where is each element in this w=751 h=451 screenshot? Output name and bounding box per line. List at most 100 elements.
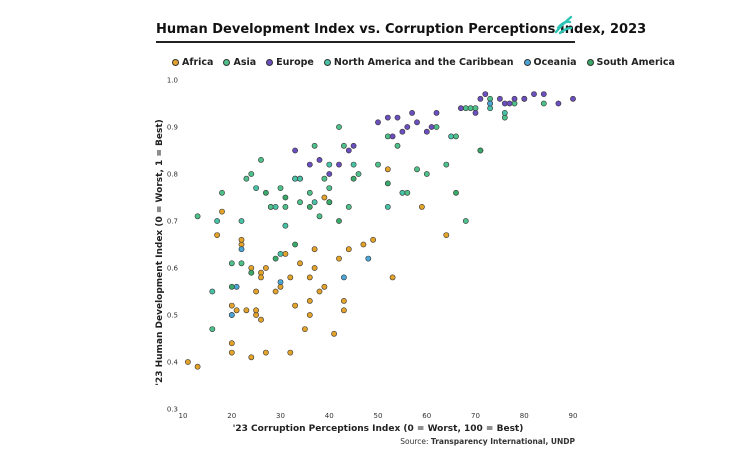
x-tick-label: 10 [179,412,188,420]
data-point [258,156,264,163]
y-tick-label: 0.8 [167,171,178,179]
data-point [384,114,391,121]
x-tick-label: 90 [569,412,578,420]
data-point [457,105,464,112]
legend-label: South America [596,57,675,68]
legend-swatch [172,59,179,66]
chart-title: Human Development Index vs. Corruption P… [156,22,647,37]
data-point [399,128,406,135]
data-point [331,330,337,337]
data-point [326,199,333,206]
data-point [282,203,289,210]
data-point [443,161,450,168]
y-tick-label: 0.6 [167,265,179,273]
data-point [394,142,401,149]
y-axis-label: '23 Human Development Index (0 = Worst, … [155,119,165,386]
data-point [336,218,342,224]
legend-item: Europe [266,57,314,68]
data-point [462,218,469,224]
chart-legend: Africa Asia Europe North America and the Ca… [172,57,675,68]
data-point [345,203,352,210]
data-point [433,110,440,116]
data-point [311,142,318,149]
data-point [311,199,318,206]
data-point [316,213,323,220]
data-point [443,232,450,238]
data-point [472,110,479,116]
x-tick-label: 30 [276,412,285,420]
y-tick-label: 0.7 [167,218,178,226]
y-tick-label: 0.3 [167,406,178,414]
data-point [350,142,357,149]
data-point [370,236,376,243]
x-tick-label: 40 [325,412,334,420]
data-point [272,203,279,210]
source-text: Transparency International, UNDP [430,437,575,446]
x-tick-label: 70 [471,412,480,420]
legend-label: Oceania [533,57,577,68]
data-point [453,189,459,196]
data-point [311,265,318,271]
data-point [404,189,411,196]
legend-item: North America and the Caribbean [323,57,514,68]
data-point [219,208,225,215]
data-point [282,222,289,229]
data-point [384,133,391,140]
legend-label: Africa [182,57,214,68]
data-point [501,110,508,116]
data-point [277,185,284,191]
data-point [496,95,503,102]
data-point [243,175,250,182]
data-point [418,203,425,210]
data-point [248,354,255,361]
data-point [414,166,420,173]
brand-logo-icon [554,15,573,35]
data-point [399,189,406,196]
data-point [287,274,294,281]
data-point [423,128,430,135]
data-point [214,232,220,238]
data-point [321,283,328,290]
data-point [404,124,411,130]
source-label: Source: [400,437,429,446]
data-point [194,213,201,220]
legend-item: Oceania [523,57,577,68]
x-tick-label: 50 [374,412,383,420]
source-note: Source: Transparency International, UNDP [400,437,575,446]
legend-item: South America [586,57,675,68]
title-divider [156,41,575,43]
data-point [301,326,308,332]
data-point [228,349,235,356]
data-point [365,255,372,262]
data-point [501,100,508,107]
data-point [531,91,537,97]
y-tick-label: 0.4 [167,359,179,367]
data-point [384,166,391,173]
data-point [277,250,284,257]
x-tick-label: 20 [227,412,236,420]
data-point [448,133,454,140]
data-point [228,260,235,267]
legend-label: North America and the Caribbean [333,57,514,68]
data-point [282,194,289,201]
data-point [209,288,216,295]
legend-swatch [223,59,231,66]
data-point [282,250,289,257]
data-point [336,255,342,262]
data-point [228,302,235,309]
data-point [340,142,347,149]
data-point [453,133,459,140]
data-point [262,189,269,196]
data-point [467,105,474,112]
data-point [272,255,279,262]
data-point [219,189,225,196]
data-point [336,124,342,130]
data-point [477,95,484,102]
data-point [389,274,396,281]
data-point [355,171,362,177]
data-point [409,110,415,116]
data-point [311,246,318,253]
data-point [306,161,313,168]
data-point [316,288,323,295]
data-point [360,241,367,248]
